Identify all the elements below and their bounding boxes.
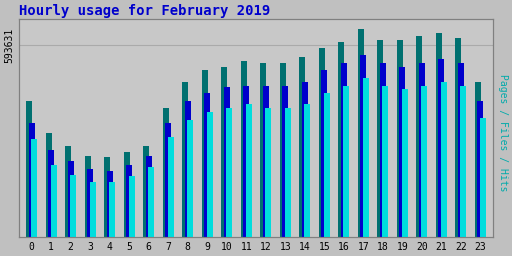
Bar — [416, 36, 422, 237]
Bar — [207, 112, 213, 237]
Bar — [31, 138, 37, 237]
Bar — [357, 29, 364, 237]
Bar — [148, 167, 155, 237]
Bar — [382, 86, 389, 237]
Bar — [129, 176, 135, 237]
Bar — [167, 137, 174, 237]
Bar — [104, 157, 110, 237]
Bar — [338, 42, 345, 237]
Bar — [65, 146, 71, 237]
Bar — [226, 108, 232, 237]
Bar — [182, 82, 188, 237]
Bar — [475, 82, 481, 237]
Text: Hourly usage for February 2019: Hourly usage for February 2019 — [19, 4, 270, 18]
Bar — [324, 93, 330, 237]
Bar — [165, 123, 172, 237]
Bar — [343, 86, 349, 237]
Bar — [321, 70, 327, 237]
Bar — [402, 89, 408, 237]
Bar — [46, 133, 52, 237]
Bar — [397, 40, 403, 237]
Bar — [202, 70, 208, 237]
Bar — [421, 86, 428, 237]
Bar — [285, 108, 291, 237]
Bar — [163, 108, 169, 237]
Bar — [304, 104, 310, 237]
Bar — [260, 63, 266, 237]
Bar — [380, 63, 386, 237]
Bar — [221, 67, 227, 237]
Bar — [480, 118, 486, 237]
Bar — [441, 82, 447, 237]
Bar — [224, 88, 230, 237]
Bar — [299, 57, 305, 237]
Bar — [204, 93, 210, 237]
Bar — [187, 120, 194, 237]
Bar — [126, 165, 132, 237]
Bar — [48, 150, 54, 237]
Bar — [455, 38, 461, 237]
Bar — [87, 169, 93, 237]
Bar — [263, 86, 269, 237]
Bar — [340, 63, 347, 237]
Bar — [458, 63, 464, 237]
Bar — [282, 86, 288, 237]
Bar — [26, 101, 32, 237]
Bar — [360, 55, 367, 237]
Bar — [419, 63, 425, 237]
Bar — [106, 171, 113, 237]
Bar — [243, 86, 249, 237]
Bar — [265, 108, 271, 237]
Bar — [123, 152, 130, 237]
Bar — [51, 165, 57, 237]
Bar — [246, 104, 252, 237]
Bar — [477, 101, 483, 237]
Bar — [241, 61, 247, 237]
Bar — [90, 182, 96, 237]
Bar — [109, 182, 115, 237]
Bar — [185, 101, 191, 237]
Bar — [68, 161, 74, 237]
Bar — [84, 156, 91, 237]
Bar — [318, 48, 325, 237]
Bar — [362, 78, 369, 237]
Bar — [29, 123, 35, 237]
Bar — [460, 86, 466, 237]
Bar — [70, 175, 76, 237]
Bar — [280, 63, 286, 237]
Bar — [436, 33, 442, 237]
Bar — [399, 67, 406, 237]
Bar — [438, 59, 444, 237]
Bar — [143, 146, 150, 237]
Bar — [377, 40, 383, 237]
Bar — [302, 82, 308, 237]
Bar — [145, 156, 152, 237]
